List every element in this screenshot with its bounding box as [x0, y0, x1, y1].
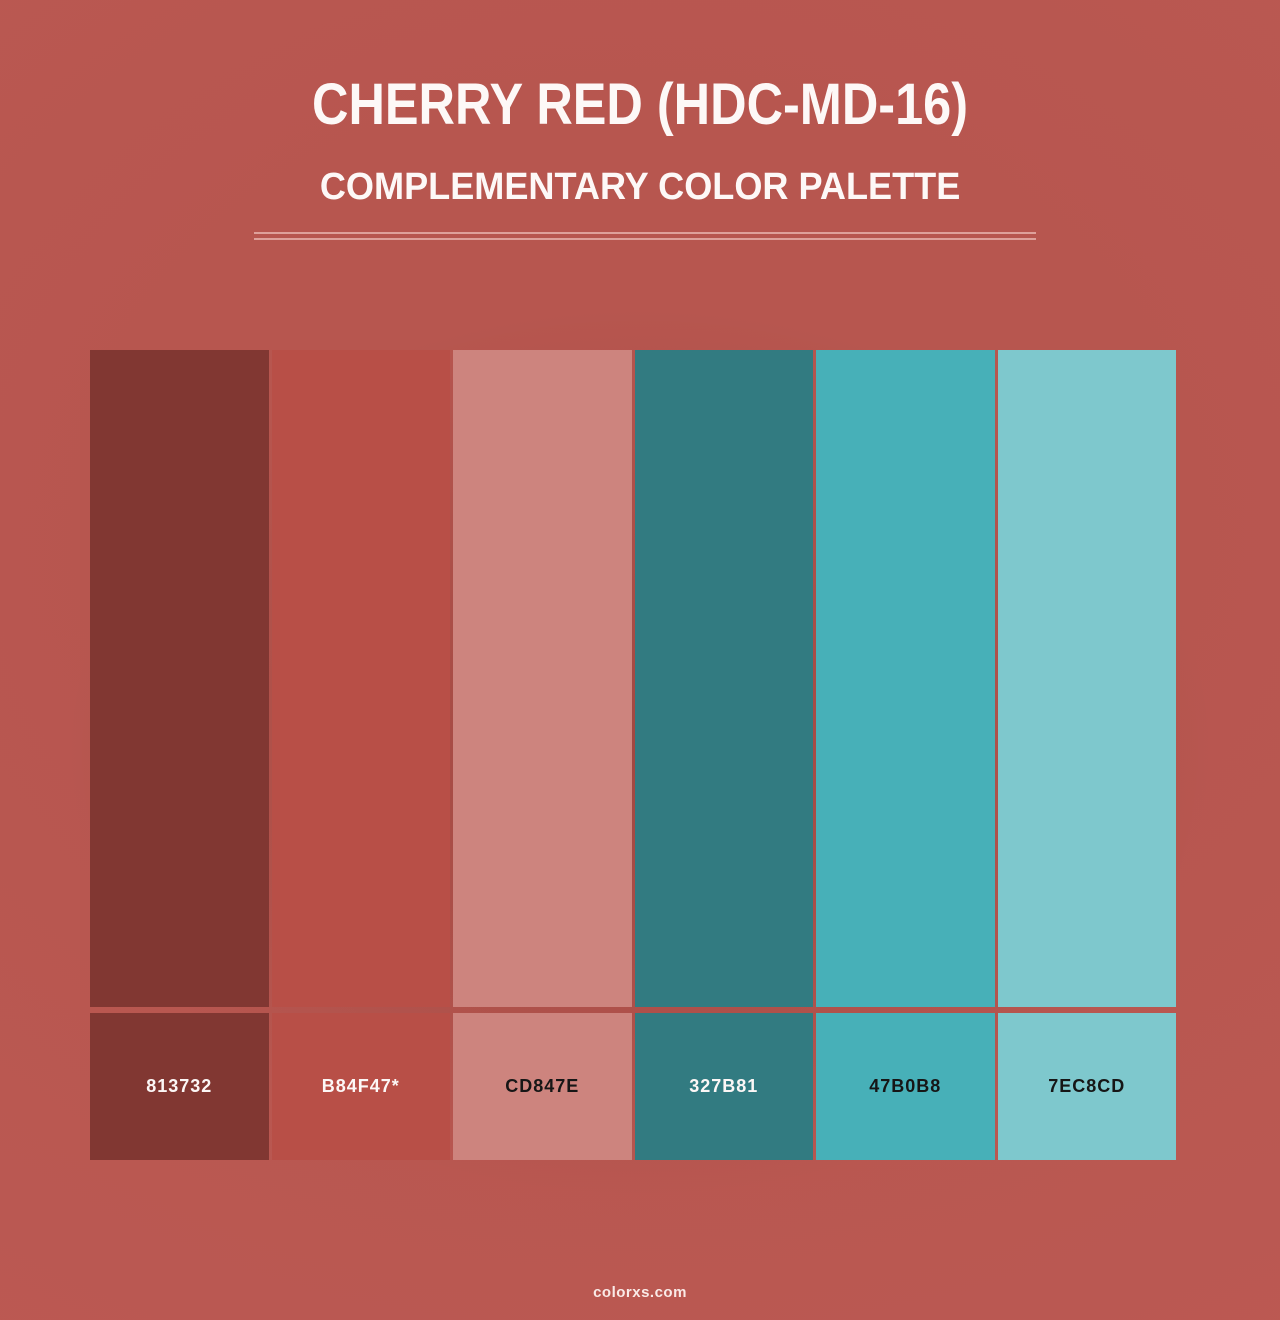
hex-label-box-1: 813732 [90, 1013, 269, 1160]
color-swatch-2 [271, 350, 450, 1007]
hex-label: 47B0B8 [869, 1076, 942, 1096]
page-title-text: CHERRY RED (HDC-MD-16) [311, 72, 969, 137]
hex-label: 7EC8CD [1048, 1076, 1126, 1096]
hex-label: B84F47* [321, 1076, 400, 1096]
website-credit: colorxs.com [593, 1284, 687, 1301]
footer: colorxs.com [0, 1284, 1280, 1302]
header-divider [254, 232, 1036, 240]
page-subtitle-text: COMPLEMENTARY COLOR PALETTE [319, 166, 961, 208]
swatch-row [90, 350, 1176, 1007]
label-row: 813732 B84F47* CD847E 327B81 47B0B8 7EC8… [90, 1013, 1176, 1160]
color-swatch-3 [453, 350, 632, 1007]
color-swatch-1 [90, 350, 269, 1007]
page-title: CHERRY RED (HDC-MD-16) [0, 76, 1280, 134]
color-swatch-6 [997, 350, 1176, 1007]
hex-label-box-5: 47B0B8 [816, 1013, 995, 1160]
hex-label-box-2: B84F47* [271, 1013, 450, 1160]
hex-label-box-6: 7EC8CD [997, 1013, 1176, 1160]
hex-label: 327B81 [689, 1076, 759, 1096]
page-subtitle: COMPLEMENTARY COLOR PALETTE [0, 168, 1280, 206]
hex-label-box-4: 327B81 [634, 1013, 813, 1160]
header: CHERRY RED (HDC-MD-16) COMPLEMENTARY COL… [0, 76, 1280, 240]
hex-label-box-3: CD847E [453, 1013, 632, 1160]
hex-label: 813732 [146, 1076, 213, 1096]
color-swatch-5 [816, 350, 995, 1007]
hex-label: CD847E [505, 1076, 580, 1096]
color-palette: 813732 B84F47* CD847E 327B81 47B0B8 7EC8… [90, 350, 1176, 1160]
color-swatch-4 [634, 350, 813, 1007]
